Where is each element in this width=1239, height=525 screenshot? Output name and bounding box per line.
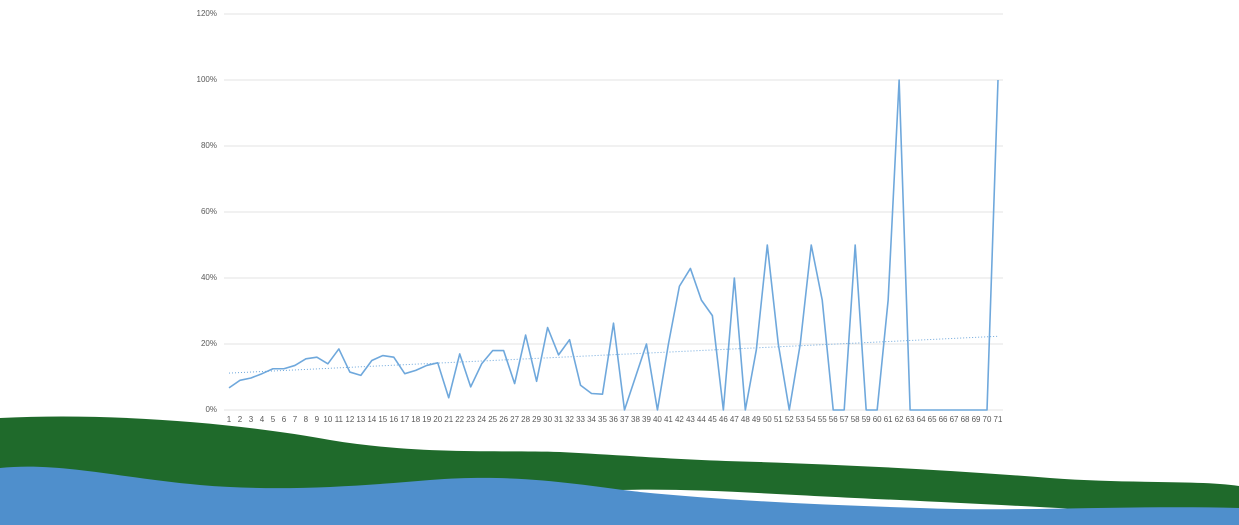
x-tick-label: 29	[532, 415, 541, 424]
y-tick-label: 60%	[201, 207, 217, 216]
x-tick-label: 54	[807, 415, 816, 424]
x-tick-label: 67	[950, 415, 959, 424]
x-tick-label: 13	[356, 415, 365, 424]
x-tick-label: 24	[477, 415, 486, 424]
x-tick-label: 6	[282, 415, 287, 424]
x-tick-label: 38	[631, 415, 640, 424]
x-tick-label: 17	[400, 415, 409, 424]
x-tick-label: 16	[389, 415, 398, 424]
x-tick-label: 3	[249, 415, 254, 424]
x-tick-label: 64	[917, 415, 926, 424]
x-tick-label: 20	[433, 415, 442, 424]
x-tick-label: 56	[829, 415, 838, 424]
x-tick-label: 9	[315, 415, 320, 424]
x-tick-label: 27	[510, 415, 519, 424]
x-tick-label: 39	[642, 415, 651, 424]
x-tick-label: 15	[378, 415, 387, 424]
x-tick-label: 43	[686, 415, 695, 424]
x-tick-label: 26	[499, 415, 508, 424]
x-tick-label: 32	[565, 415, 574, 424]
x-tick-label: 58	[851, 415, 860, 424]
x-tick-label: 10	[323, 415, 332, 424]
x-tick-label: 1	[227, 415, 232, 424]
x-tick-label: 59	[862, 415, 871, 424]
x-tick-label: 62	[895, 415, 904, 424]
x-tick-label: 33	[576, 415, 585, 424]
x-tick-label: 28	[521, 415, 530, 424]
x-tick-label: 34	[587, 415, 596, 424]
y-tick-label: 100%	[197, 75, 217, 84]
x-tick-label: 31	[554, 415, 563, 424]
y-tick-label: 40%	[201, 273, 217, 282]
x-tick-label: 49	[752, 415, 761, 424]
y-tick-label: 80%	[201, 141, 217, 150]
x-tick-label: 35	[598, 415, 607, 424]
x-tick-label: 14	[367, 415, 376, 424]
x-tick-label: 4	[260, 415, 265, 424]
x-tick-label: 46	[719, 415, 728, 424]
x-tick-label: 66	[939, 415, 948, 424]
x-tick-label: 23	[466, 415, 475, 424]
x-tick-label: 12	[345, 415, 354, 424]
trend-line	[228, 335, 999, 374]
y-tick-label: 120%	[197, 9, 217, 18]
y-tick-label: 20%	[201, 339, 217, 348]
x-tick-label: 7	[293, 415, 298, 424]
x-tick-label: 21	[444, 415, 453, 424]
x-tick-label: 68	[961, 415, 970, 424]
x-tick-label: 11	[335, 415, 344, 424]
x-tick-label: 36	[609, 415, 618, 424]
x-tick-label: 65	[928, 415, 937, 424]
x-tick-label: 47	[730, 415, 739, 424]
x-tick-label: 55	[818, 415, 827, 424]
x-tick-label: 69	[972, 415, 981, 424]
x-tick-label: 57	[840, 415, 849, 424]
x-tick-label: 18	[411, 415, 420, 424]
x-tick-label: 61	[884, 415, 893, 424]
x-tick-label: 30	[543, 415, 552, 424]
x-tick-label: 60	[873, 415, 882, 424]
x-tick-label: 51	[774, 415, 783, 424]
x-tick-label: 40	[653, 415, 662, 424]
paint-decoration	[0, 416, 1239, 525]
x-tick-label: 50	[763, 415, 772, 424]
y-tick-label: 0%	[205, 405, 217, 414]
x-tick-label: 5	[271, 415, 276, 424]
x-tick-label: 25	[488, 415, 497, 424]
x-tick-label: 37	[620, 415, 629, 424]
data-line	[228, 79, 999, 411]
x-tick-label: 63	[906, 415, 915, 424]
x-tick-label: 2	[238, 415, 243, 424]
x-tick-label: 70	[983, 415, 992, 424]
x-tick-label: 53	[796, 415, 805, 424]
x-tick-label: 42	[675, 415, 684, 424]
x-tick-label: 48	[741, 415, 750, 424]
x-tick-label: 22	[455, 415, 464, 424]
x-tick-label: 44	[697, 415, 706, 424]
x-tick-label: 8	[304, 415, 309, 424]
x-tick-label: 41	[664, 415, 673, 424]
x-tick-label: 19	[422, 415, 431, 424]
x-tick-label: 71	[994, 415, 1003, 424]
x-tick-label: 45	[708, 415, 717, 424]
x-tick-label: 52	[785, 415, 794, 424]
